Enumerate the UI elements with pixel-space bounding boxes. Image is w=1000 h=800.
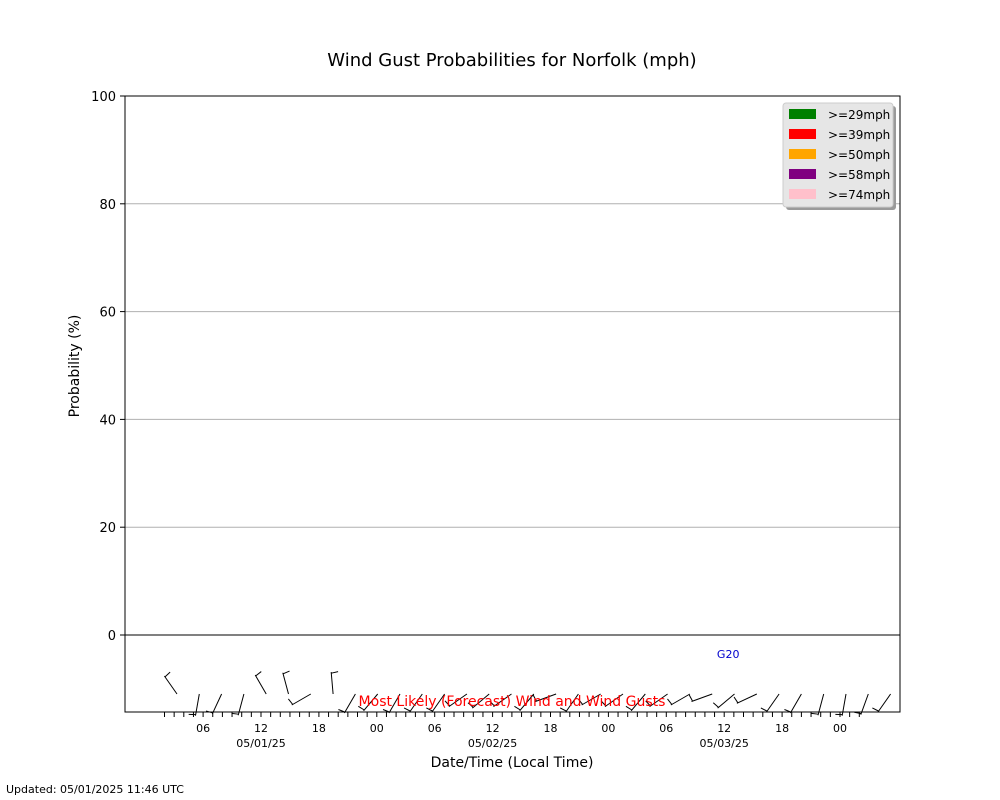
x-date-label: 05/03/25	[699, 737, 748, 750]
wind-barb	[514, 693, 535, 712]
y-tick-label: 60	[99, 306, 116, 321]
wind-barb	[835, 693, 847, 716]
x-date-label: 05/02/25	[468, 737, 517, 750]
x-tick-label: 00	[370, 722, 384, 735]
gust-label: G20	[717, 648, 740, 661]
y-axis-label: Probability (%)	[67, 315, 83, 418]
updated-timestamp: Updated: 05/01/2025 11:46 UTC	[6, 783, 184, 796]
legend-swatch	[789, 129, 816, 139]
x-tick-label: 12	[486, 722, 500, 735]
x-axis-label: Date/Time (Local Time)	[431, 755, 594, 771]
wind-barb	[188, 693, 200, 716]
legend-label: >=58mph	[828, 168, 890, 182]
wind-caption: Most Likely (Forecast) Wind and Wind Gus…	[359, 694, 666, 710]
x-tick-label: 06	[659, 722, 673, 735]
wind-barb	[403, 693, 423, 713]
y-tick-label: 40	[99, 413, 116, 428]
wind-barb	[854, 693, 869, 715]
wind-barb	[426, 693, 446, 713]
wind-barb	[872, 693, 892, 713]
wind-barb	[358, 693, 379, 712]
x-tick-label: 18	[544, 722, 558, 735]
x-tick-label: 06	[428, 722, 442, 735]
x-tick-label: 00	[833, 722, 847, 735]
x-tick-label: 00	[601, 722, 615, 735]
legend-swatch	[789, 109, 816, 119]
wind-barb	[163, 671, 178, 695]
y-axis: 0 20 40 60 80 100	[91, 90, 125, 644]
x-tick-label: 06	[196, 722, 210, 735]
wind-barbs: G20	[163, 648, 892, 716]
legend-label: >=29mph	[828, 108, 890, 122]
legend: >=29mph >=39mph >=50mph >=58mph >=74mph	[782, 102, 896, 210]
wind-barb	[733, 693, 758, 704]
y-tick-label: 20	[99, 521, 116, 536]
wind-barb	[254, 671, 267, 695]
wind-barb	[287, 693, 312, 706]
wind-barb	[688, 693, 713, 702]
legend-label: >=39mph	[828, 128, 890, 142]
wind-barb	[645, 693, 668, 708]
wind-barb	[532, 693, 557, 702]
x-date-label: 05/01/25	[236, 737, 285, 750]
wind-barb	[784, 693, 802, 714]
wind-barb	[559, 693, 579, 713]
wind-barb	[600, 693, 624, 708]
legend-swatch	[789, 169, 816, 179]
wind-barb	[467, 693, 490, 709]
wind-barb	[282, 670, 290, 695]
wind-barb	[444, 693, 468, 708]
wind-barb	[338, 693, 356, 714]
y-tick-label: 100	[91, 90, 116, 105]
legend-label: >=50mph	[828, 148, 890, 162]
x-tick-label: 12	[717, 722, 731, 735]
x-axis: 06 12 05/01/25 18 00 06 12 05/02/25 18 00 06 12 05/0…	[164, 712, 860, 750]
wind-barb	[811, 693, 825, 716]
wind-barb	[577, 693, 601, 706]
chart-title: Wind Gust Probabilities for Norfolk (mph…	[327, 50, 696, 71]
wind-barb	[382, 693, 401, 714]
wind-barb	[712, 693, 735, 709]
wind-barb	[489, 693, 512, 708]
wind-barb	[760, 693, 780, 713]
legend-label: >=74mph	[828, 188, 890, 202]
legend-swatch	[789, 149, 816, 159]
x-tick-label: 18	[312, 722, 326, 735]
y-tick-label: 0	[108, 629, 116, 644]
x-tick-label: 12	[254, 722, 268, 735]
y-gridlines	[125, 203, 900, 528]
x-tick-label: 18	[775, 722, 789, 735]
wind-barb	[625, 693, 646, 712]
wind-barb	[231, 693, 245, 716]
y-tick-label: 80	[99, 198, 116, 213]
wind-barb	[205, 693, 223, 715]
plot-area	[124, 95, 901, 713]
legend-swatch	[789, 189, 816, 199]
wind-barb	[330, 671, 339, 695]
wind-barb	[667, 693, 691, 706]
